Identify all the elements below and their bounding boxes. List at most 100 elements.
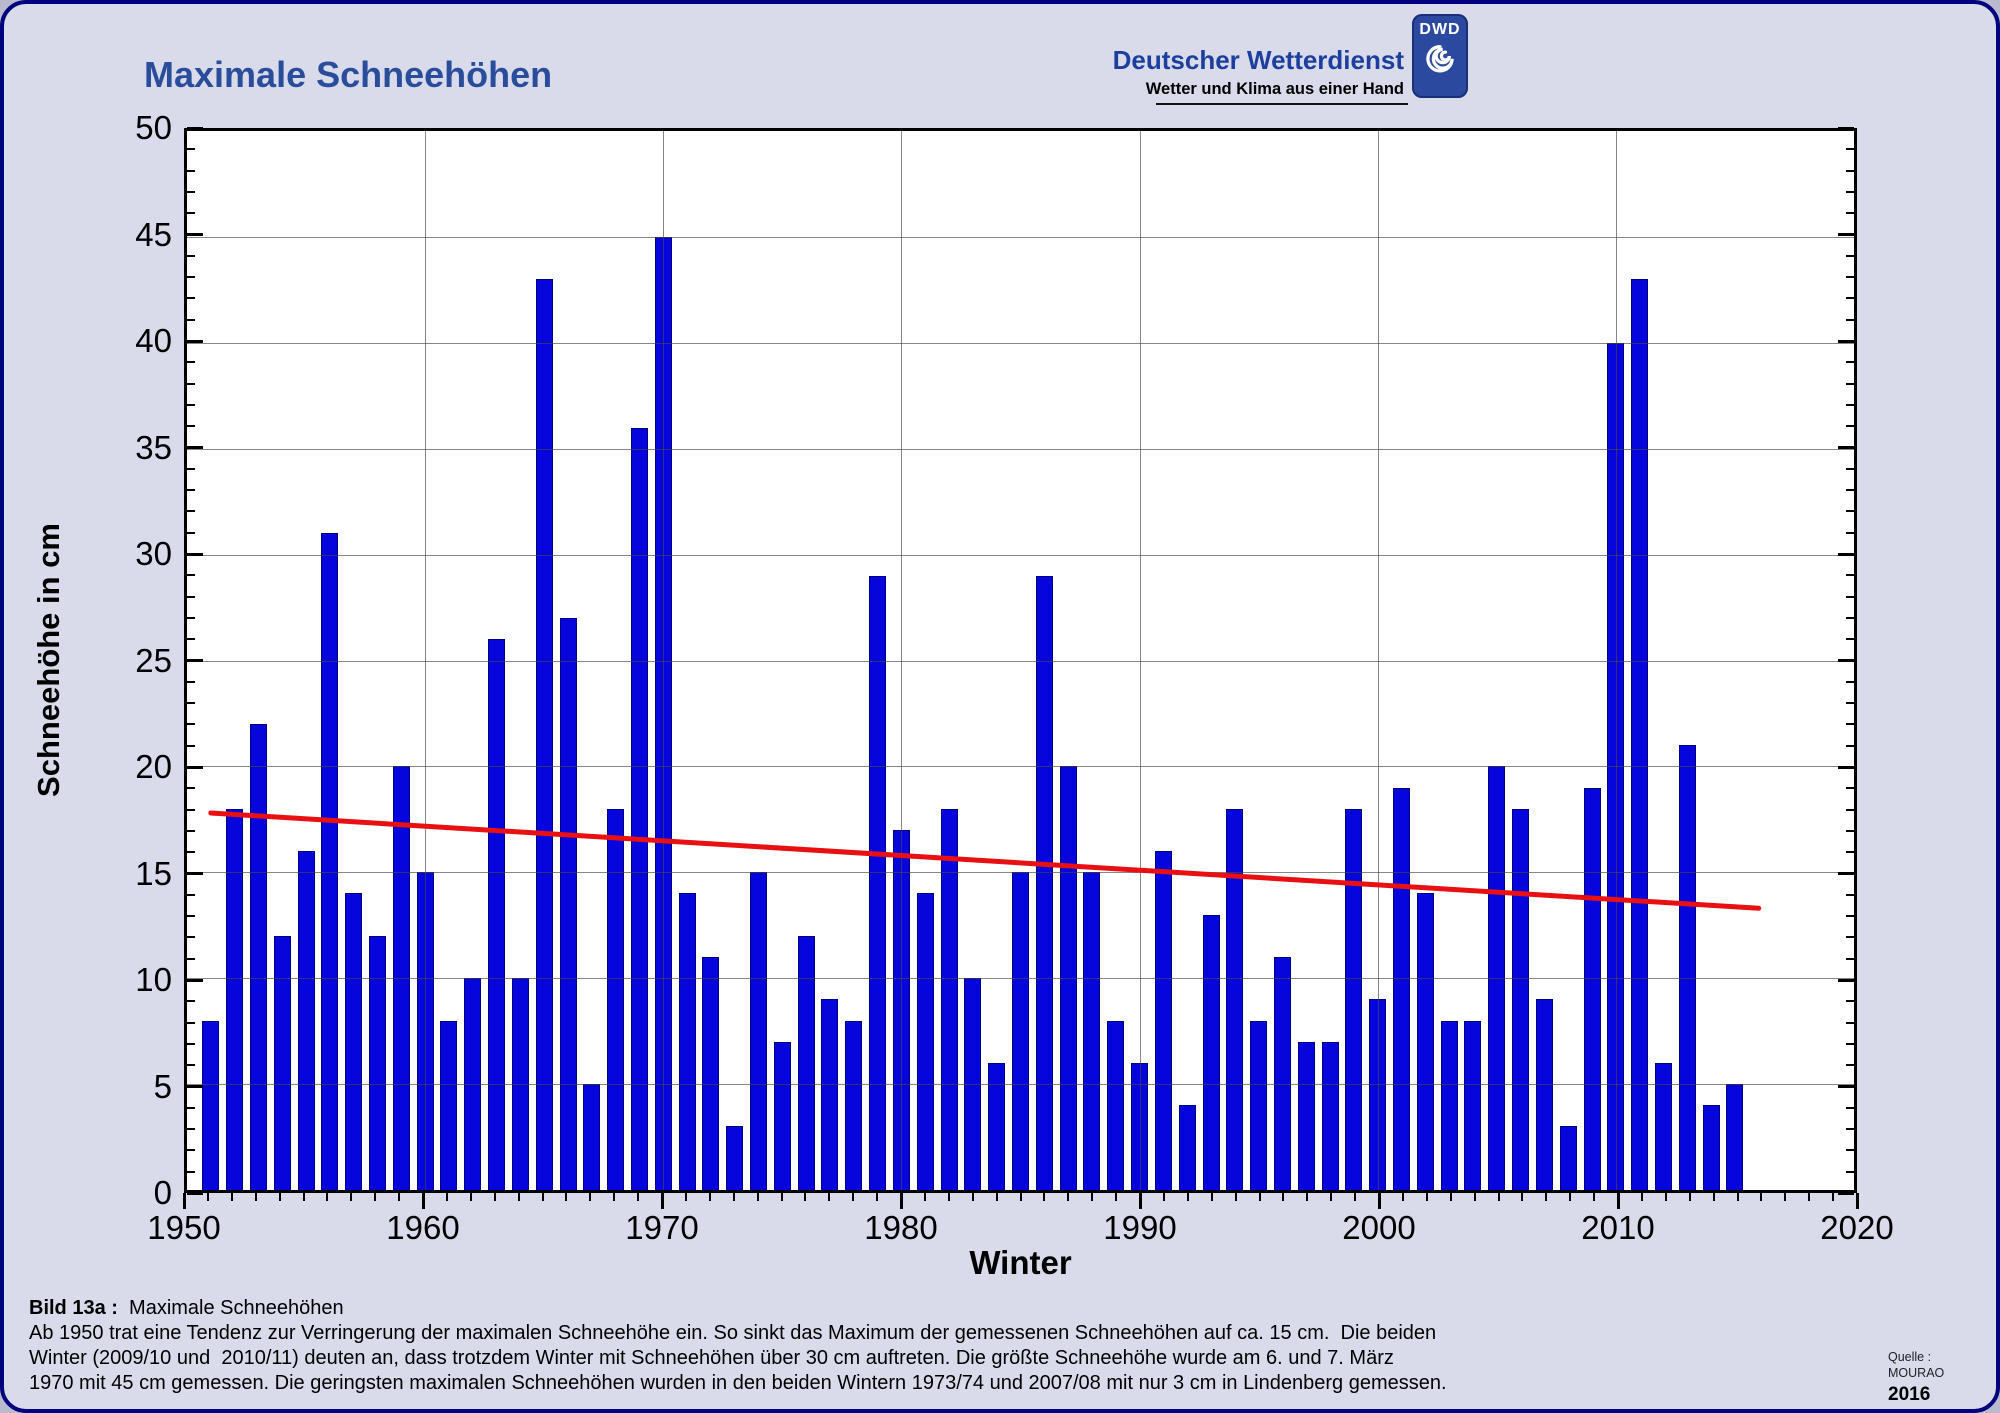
y-tick xyxy=(1838,765,1854,769)
y-tick xyxy=(1846,467,1854,470)
x-tick xyxy=(1210,1193,1213,1201)
y-tick xyxy=(187,1170,195,1173)
y-tick-label: 20 xyxy=(135,748,172,785)
y-tick xyxy=(1846,510,1854,513)
y-tick xyxy=(1838,552,1854,556)
y-tick xyxy=(1846,957,1854,960)
y-tick xyxy=(1846,1128,1854,1131)
dwd-brand: Deutscher Wetterdienst Wetter und Klima … xyxy=(904,46,1404,98)
y-tick-label: 0 xyxy=(153,1174,172,1211)
y-tick xyxy=(1846,851,1854,854)
x-tick xyxy=(1688,1193,1691,1201)
y-tick xyxy=(187,978,203,982)
x-tick xyxy=(421,1193,425,1209)
x-tick xyxy=(326,1193,329,1201)
y-tick xyxy=(187,425,195,428)
bar-1997 xyxy=(1297,1041,1315,1190)
x-tick-label: 1980 xyxy=(864,1209,938,1246)
y-tick xyxy=(1846,893,1854,896)
y-tick xyxy=(1838,872,1854,875)
y-tick xyxy=(1846,382,1854,385)
bar-1992 xyxy=(1178,1105,1196,1190)
bar-2012 xyxy=(1654,1062,1672,1190)
source-label: Quelle : xyxy=(1888,1350,1932,1364)
y-tick xyxy=(187,1191,203,1195)
gridline-y-40 xyxy=(187,342,1854,344)
y-tick xyxy=(1846,1170,1854,1173)
bar-1969 xyxy=(630,427,648,1190)
y-tick xyxy=(1846,915,1854,918)
y-tick xyxy=(1846,595,1854,598)
figure-caption: Bild 13a : Maximale Schneehöhen Ab 1950 t… xyxy=(29,1296,1449,1409)
x-tick xyxy=(1760,1193,1763,1201)
y-tick xyxy=(1838,126,1854,130)
y-tick-label: 40 xyxy=(135,322,172,359)
bar-1991 xyxy=(1154,851,1172,1190)
bar-2011 xyxy=(1631,279,1649,1190)
x-axis-title: Winter xyxy=(969,1244,1072,1281)
gridline-y-35 xyxy=(187,448,1854,450)
y-tick xyxy=(1846,744,1854,747)
y-tick xyxy=(187,595,195,598)
bar-1993 xyxy=(1202,914,1220,1190)
x-tick xyxy=(1043,1193,1046,1201)
x-tick xyxy=(1712,1193,1715,1201)
caption-line: Ab 1950 trat eine Tendenz zur Verringeru… xyxy=(29,1322,1437,1344)
x-tick xyxy=(589,1193,592,1201)
gridline-y-10 xyxy=(187,978,1854,980)
x-tick xyxy=(1640,1193,1643,1201)
y-tick xyxy=(187,893,195,896)
x-tick xyxy=(469,1193,472,1201)
y-tick xyxy=(1838,446,1854,449)
x-tick xyxy=(947,1193,950,1201)
x-tick xyxy=(541,1193,544,1201)
x-tick xyxy=(182,1193,186,1209)
y-tick xyxy=(187,808,195,811)
x-tick xyxy=(1138,1193,1142,1209)
y-tick xyxy=(1846,276,1854,279)
y-tick-label: 50 xyxy=(135,109,172,146)
y-tick xyxy=(187,829,195,832)
x-tick xyxy=(1019,1193,1022,1201)
bar-1965 xyxy=(535,279,553,1190)
gridline-y-45 xyxy=(187,236,1854,238)
y-tick xyxy=(1846,169,1854,172)
y-tick xyxy=(187,1085,203,1088)
y-tick xyxy=(187,489,195,492)
y-tick xyxy=(1846,403,1854,406)
bar-1966 xyxy=(559,618,577,1190)
y-tick xyxy=(1846,680,1854,683)
brand-tagline: Wetter und Klima aus einer Hand xyxy=(1145,79,1404,98)
x-tick xyxy=(1067,1193,1070,1201)
brand-underline xyxy=(1156,103,1408,105)
trend-line xyxy=(211,813,1759,908)
x-tick xyxy=(1377,1193,1381,1209)
x-tick-label: 2020 xyxy=(1820,1209,1894,1246)
bar-1971 xyxy=(678,893,696,1190)
y-tick xyxy=(1846,1021,1854,1024)
x-tick xyxy=(613,1193,616,1201)
x-tick xyxy=(1162,1193,1165,1201)
caption-title: Maximale Schneehöhen xyxy=(117,1297,344,1319)
x-tick xyxy=(1354,1193,1357,1201)
y-tick-label: 25 xyxy=(135,641,172,679)
y-tick xyxy=(187,361,195,364)
y-tick xyxy=(187,1064,195,1067)
x-tick xyxy=(1736,1193,1739,1201)
y-tick xyxy=(187,915,195,918)
x-tick xyxy=(708,1193,711,1201)
x-tick xyxy=(350,1193,353,1201)
y-tick xyxy=(187,467,195,470)
y-tick xyxy=(1846,148,1854,151)
y-tick xyxy=(187,616,195,619)
bar-1994 xyxy=(1226,808,1244,1190)
x-tick xyxy=(517,1193,520,1201)
y-tick xyxy=(1846,638,1854,641)
bar-1961 xyxy=(440,1020,458,1190)
x-tick-label: 1950 xyxy=(147,1209,221,1246)
y-tick xyxy=(187,254,195,257)
x-tick xyxy=(780,1193,783,1201)
x-tick-label: 2000 xyxy=(1342,1209,1416,1246)
y-tick xyxy=(1846,1064,1854,1067)
